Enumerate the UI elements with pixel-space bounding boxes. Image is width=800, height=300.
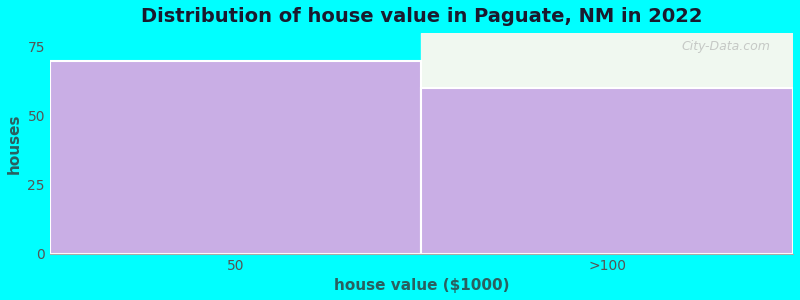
Text: City-Data.com: City-Data.com — [682, 40, 770, 53]
Bar — [422, 88, 793, 253]
Bar — [50, 61, 422, 254]
Title: Distribution of house value in Paguate, NM in 2022: Distribution of house value in Paguate, … — [141, 7, 702, 26]
Y-axis label: houses: houses — [7, 113, 22, 174]
Bar — [422, 33, 793, 88]
X-axis label: house value ($1000): house value ($1000) — [334, 278, 510, 293]
